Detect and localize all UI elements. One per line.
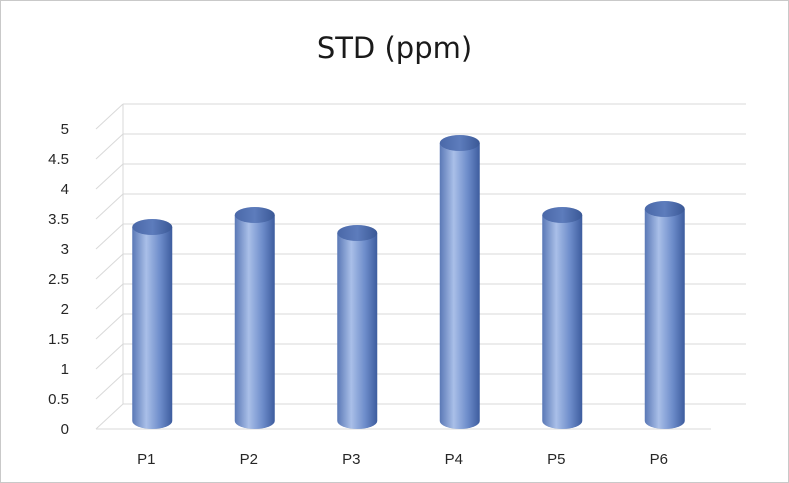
x-tick-label: P3 bbox=[342, 451, 360, 468]
bar-P3 bbox=[337, 225, 378, 429]
y-tick-label: 0.5 bbox=[48, 391, 69, 408]
bar-body bbox=[542, 215, 583, 429]
y-tick-label: 4.5 bbox=[48, 151, 69, 168]
gridline-diagonal bbox=[95, 343, 124, 370]
bar-P1 bbox=[132, 219, 173, 429]
gridline-diagonal bbox=[95, 313, 124, 340]
bar-cap bbox=[542, 207, 583, 223]
bar-P5 bbox=[542, 207, 583, 429]
x-tick-label: P2 bbox=[240, 451, 258, 468]
gridline-diagonal bbox=[95, 193, 124, 220]
bar-body bbox=[644, 209, 685, 429]
x-tick-label: P1 bbox=[137, 451, 155, 468]
gridline-diagonal bbox=[95, 253, 124, 280]
floor-edge bbox=[95, 403, 124, 430]
bar-P4 bbox=[439, 135, 480, 429]
y-tick-label: 5 bbox=[61, 121, 69, 138]
bar-cap bbox=[439, 135, 480, 151]
gridline-diagonal bbox=[95, 223, 124, 250]
x-tick-label: P6 bbox=[650, 451, 668, 468]
y-tick-label: 0 bbox=[61, 421, 69, 438]
y-tick-label: 3.5 bbox=[48, 211, 69, 228]
gridline-diagonal bbox=[95, 133, 124, 160]
bar-cap bbox=[337, 225, 378, 241]
bar-body bbox=[234, 215, 275, 429]
gridline-diagonal bbox=[95, 283, 124, 310]
bar-P6 bbox=[644, 201, 685, 429]
y-tick-label: 4 bbox=[61, 181, 69, 198]
bar-body bbox=[439, 143, 480, 429]
bar-P2 bbox=[234, 207, 275, 429]
gridline-diagonal bbox=[95, 103, 124, 130]
y-tick-label: 1 bbox=[61, 361, 69, 378]
y-tick-label: 1.5 bbox=[48, 331, 69, 348]
bar-cap bbox=[132, 219, 173, 235]
gridline-diagonal bbox=[95, 163, 124, 190]
y-tick-label: 3 bbox=[61, 241, 69, 258]
chart-title: STD (ppm) bbox=[316, 31, 473, 65]
bar-body bbox=[132, 227, 173, 429]
y-tick-label: 2.5 bbox=[48, 271, 69, 288]
bar-body bbox=[337, 233, 378, 429]
x-tick-label: P4 bbox=[445, 451, 463, 468]
gridline-diagonal bbox=[95, 373, 124, 400]
y-tick-label: 2 bbox=[61, 301, 69, 318]
bar-cap bbox=[234, 207, 275, 223]
x-tick-label: P5 bbox=[547, 451, 565, 468]
bar-cap bbox=[644, 201, 685, 217]
